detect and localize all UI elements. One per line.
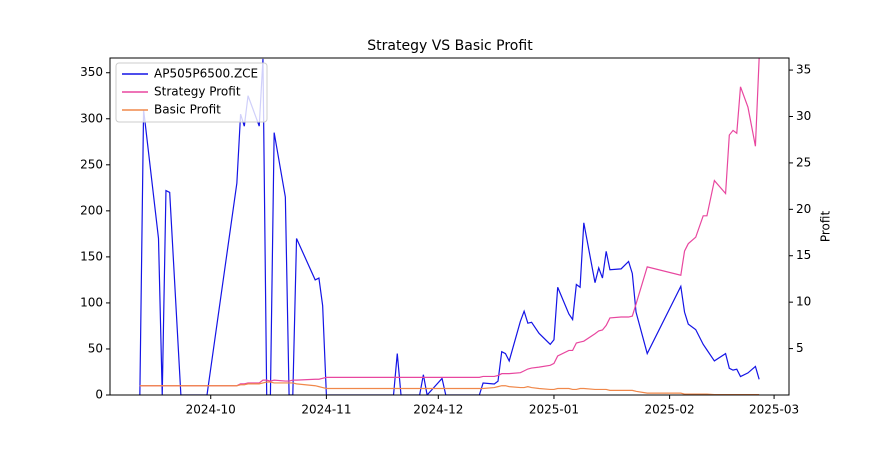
- legend-box: [115, 62, 268, 123]
- y-tick-label: 150: [80, 249, 103, 263]
- y2-tick-label: 5: [796, 341, 804, 355]
- chart-title: Strategy VS Basic Profit: [367, 38, 533, 54]
- y-tick-label: 200: [80, 203, 103, 217]
- y-tick-label: 350: [80, 65, 103, 79]
- x-tick-label: 2025-02: [645, 403, 695, 417]
- x-tick-label: 2024-11: [301, 403, 351, 417]
- y-tick-label: 300: [80, 111, 103, 125]
- legend-label: Basic Profit: [154, 103, 221, 117]
- series-line: [139, 381, 760, 395]
- y2-tick-label: 35: [796, 63, 811, 77]
- plot-frame: [109, 57, 790, 396]
- y2-tick-label: 25: [796, 155, 811, 169]
- y2-tick-label: 15: [796, 248, 811, 262]
- legend-label: AP505P6500.ZCE: [154, 67, 258, 81]
- y-tick-label: 250: [80, 157, 103, 171]
- y-tick-label: 0: [95, 388, 103, 402]
- x-tick-label: 2024-10: [186, 403, 236, 417]
- x-tick-label: 2025-01: [529, 403, 579, 417]
- y2-tick-label: 30: [796, 109, 811, 123]
- y-tick-label: 50: [88, 341, 103, 355]
- x-tick-label: 2024-12: [413, 403, 463, 417]
- y2-tick-label: 20: [796, 202, 811, 216]
- y2-axis-label: Profit: [819, 211, 833, 243]
- series-line: [139, 58, 760, 387]
- x-tick-label: 2025-03: [749, 403, 799, 417]
- legend-label: Strategy Profit: [154, 85, 241, 99]
- y2-tick-label: 10: [796, 295, 811, 309]
- y-tick-label: 100: [80, 295, 103, 309]
